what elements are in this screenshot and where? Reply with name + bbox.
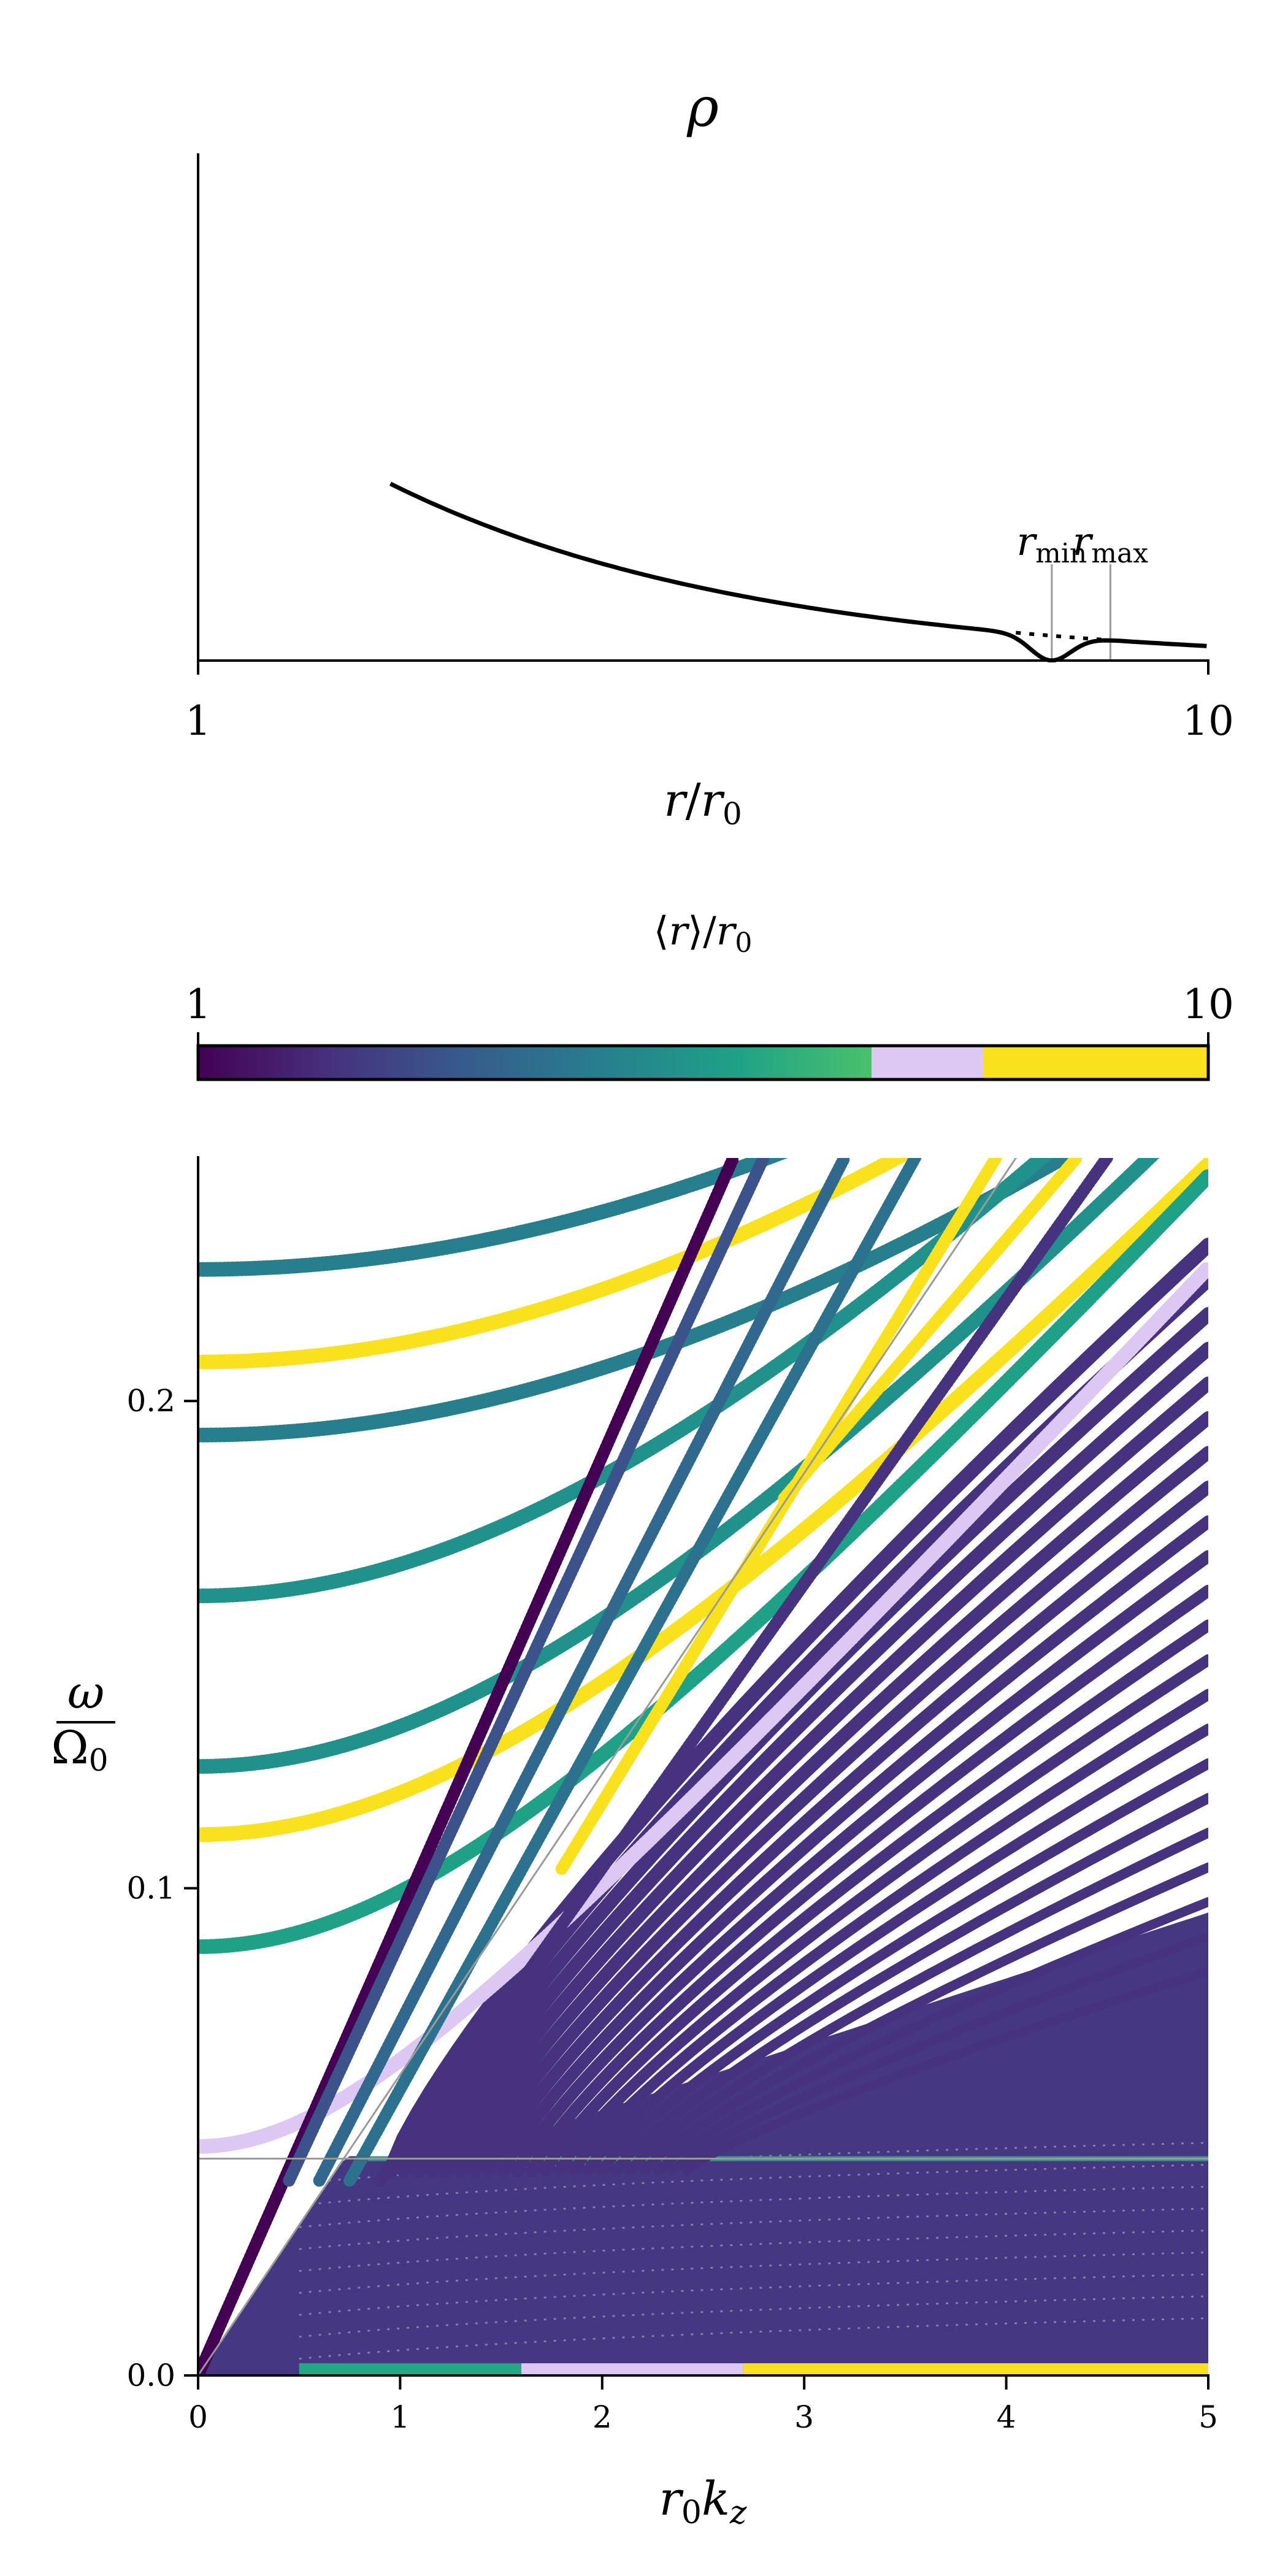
y-tick-label: 0.2 [126,1383,175,1419]
fan-curve [511,1550,1208,2177]
y-label-numerator: ω [67,1666,104,1719]
bottom-band-segment [299,2363,522,2375]
dispersion-x-axis-label: r0kz [659,2471,748,2531]
density-curve [389,481,1207,662]
fan-curve [525,1584,1208,2177]
fan-curve [440,1376,1208,2178]
fan-curve [554,1654,1208,2177]
colorbar-label: ⟨r⟩/r0 [654,909,753,959]
colorbar-frame [196,1044,1210,1081]
x-tick-label: 1 [390,2399,410,2435]
density-curve-unperturbed [1016,631,1110,642]
dispersion-branch [555,1158,1002,1875]
x-tick-label: 10 [1183,697,1234,745]
x-tick-label: 0 [188,2399,208,2435]
density-title: ρ [686,75,719,139]
bottom-band-segment [743,2363,1208,2375]
colorbar: ⟨r⟩/r0 1 10 [185,909,1234,1081]
x-tick-label: 2 [592,2399,612,2435]
fan-curve [540,1619,1208,2177]
colorbar-tick-label: 10 [1183,981,1234,1028]
colorbar-tick-label: 1 [185,981,211,1028]
dispersion-branch [313,1158,851,2187]
fan-curves [382,1238,1208,2179]
dispersion-branch [197,1158,1208,1842]
diagonal-reference-line [197,1158,1018,2375]
fan-curve [582,1723,1208,2177]
marker-label-min: rmin [1017,519,1087,569]
dispersion-branch [283,1158,770,2187]
density-x-ticks: 1 10 [185,661,1234,745]
fan-curve [568,1689,1208,2177]
y-label-denominator: Ω0 [51,1722,108,1778]
dispersion-branch [197,1158,1053,1603]
dispersion-panel: 0 1 2 3 4 5 0.0 0.1 0.2 r0kz ω Ω0 [51,1156,1218,2531]
reference-lines [197,1158,1208,2375]
colorbar-segment [872,1046,984,1079]
colorbar-segments [198,1046,1208,1079]
x-tick-label: 5 [1198,2399,1218,2435]
x-tick-label: 4 [997,2399,1016,2435]
colorbar-ticks: 1 10 [185,981,1234,1046]
fan-curve [611,1793,1208,2176]
fan-curve [497,1515,1208,2177]
density-x-axis-label: r/r0 [664,774,742,832]
density-plot-area [389,481,1207,662]
dispersion-y-ticks: 0.0 0.1 0.2 [126,1383,198,2393]
fan-curve [454,1411,1208,2178]
dispersion-x-ticks: 0 1 2 3 4 5 [188,2375,1218,2435]
bottom-band [299,2363,1208,2375]
fan-curve [597,1758,1208,2177]
fan-curve [668,1931,1208,2175]
x-tick-label: 3 [794,2399,814,2435]
y-tick-label: 0.0 [126,2358,175,2393]
dispersion-branch [197,1168,1208,1954]
fan-curve [468,1446,1208,2178]
density-marker-lines [1051,564,1111,661]
y-tick-label: 0.1 [126,1871,175,1906]
dispersion-y-axis-label: ω Ω0 [51,1666,115,1778]
dispersion-branch [197,1158,1078,1443]
colorbar-segment [984,1046,1208,1079]
colorbar-segment [198,1046,872,1079]
marker-label-max: rmax [1073,519,1149,569]
dispersion-branch [778,1158,1083,1505]
fan-curve [625,1828,1208,2176]
fan-curve [682,1966,1208,2175]
fan-curve [654,1897,1208,2176]
dispersion-branch [197,1158,788,1277]
fan-curve [482,1481,1208,2177]
dispersion-branch [197,1158,913,1370]
dispersion-plot-area [197,1158,1208,2375]
bottom-band-segment [521,2363,744,2375]
dispersion-branch [374,1158,1114,2187]
fan-curve [425,1341,1208,2178]
fan-curve [640,1862,1208,2176]
x-tick-label: 1 [185,697,211,745]
